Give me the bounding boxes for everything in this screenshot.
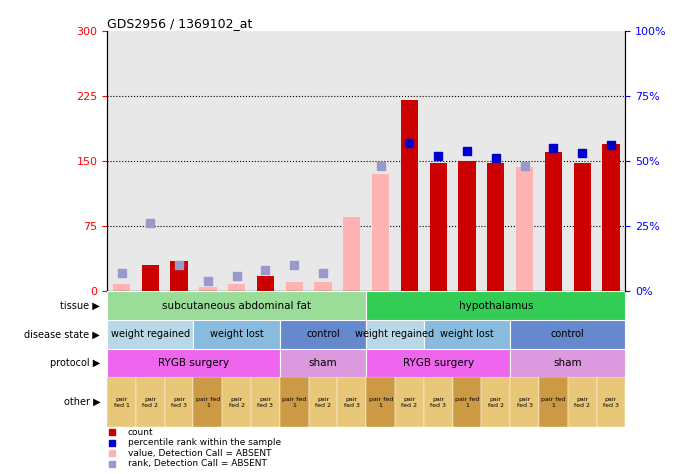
Bar [199,287,216,291]
Text: sham: sham [309,358,337,368]
Text: GDS2956 / 1369102_at: GDS2956 / 1369102_at [107,17,252,30]
Text: pair
fed 2: pair fed 2 [315,397,331,408]
Bar [366,320,424,349]
Bar [372,174,389,291]
Bar [142,265,159,291]
Bar [366,377,395,427]
Text: count: count [128,428,153,437]
Bar [314,283,332,291]
Text: tissue ▶: tissue ▶ [60,301,100,310]
Text: hypothalamus: hypothalamus [459,301,533,310]
Text: pair fed
1: pair fed 1 [282,397,306,408]
Bar [424,320,510,349]
Text: value, Detection Call = ABSENT: value, Detection Call = ABSENT [128,449,272,458]
Text: pair fed
1: pair fed 1 [455,397,479,408]
Text: weight regained: weight regained [355,329,435,339]
Bar [280,320,366,349]
Bar [171,261,188,291]
Bar [510,349,625,377]
Bar [285,283,303,291]
Bar [453,377,482,427]
Bar [574,163,591,291]
Bar [223,377,251,427]
Bar [193,377,223,427]
Text: weight lost: weight lost [440,329,494,339]
Text: pair
fed 3: pair fed 3 [603,397,619,408]
Bar [107,349,280,377]
Text: pair fed
1: pair fed 1 [368,397,392,408]
Text: other ▶: other ▶ [64,397,100,407]
Bar [280,349,366,377]
Bar [136,377,164,427]
Bar [395,377,424,427]
Bar [280,377,309,427]
Text: rank, Detection Call = ABSENT: rank, Detection Call = ABSENT [128,459,267,468]
Bar [458,161,475,291]
Text: control: control [306,329,340,339]
Bar [366,291,625,320]
Bar [257,275,274,291]
Text: subcutaneous abdominal fat: subcutaneous abdominal fat [162,301,311,310]
Bar [251,377,280,427]
Bar [487,163,504,291]
Text: pair fed
1: pair fed 1 [196,397,220,408]
Bar [430,163,447,291]
Text: pair
fed 2: pair fed 2 [229,397,245,408]
Text: pair
fed 3: pair fed 3 [171,397,187,408]
Text: disease state ▶: disease state ▶ [24,329,100,339]
Bar [568,377,596,427]
Text: RYGB surgery: RYGB surgery [403,358,474,368]
Bar [164,377,193,427]
Bar [193,320,280,349]
Bar [510,320,625,349]
Text: control: control [551,329,585,339]
Bar [401,100,418,291]
Bar [482,377,510,427]
Bar [228,284,245,291]
Text: RYGB surgery: RYGB surgery [158,358,229,368]
Text: weight regained: weight regained [111,329,190,339]
Bar [337,377,366,427]
Text: pair
fed 3: pair fed 3 [430,397,446,408]
Text: percentile rank within the sample: percentile rank within the sample [128,438,281,447]
Bar [516,167,533,291]
Bar [603,144,620,291]
Bar [510,377,539,427]
Text: pair
fed 2: pair fed 2 [574,397,590,408]
Text: pair
fed 2: pair fed 2 [401,397,417,408]
Text: pair
fed 3: pair fed 3 [344,397,360,408]
Bar [596,377,625,427]
Text: protocol ▶: protocol ▶ [50,358,100,368]
Bar [107,377,136,427]
Bar [107,291,366,320]
Bar [539,377,568,427]
Text: weight lost: weight lost [210,329,263,339]
Bar [107,320,193,349]
Bar [424,377,453,427]
Bar [113,284,130,291]
Text: pair
fed 3: pair fed 3 [517,397,533,408]
Bar [545,152,562,291]
Bar [309,377,337,427]
Text: pair fed
1: pair fed 1 [541,397,565,408]
Bar [343,218,361,291]
Bar [366,349,510,377]
Text: pair
fed 1: pair fed 1 [113,397,129,408]
Text: sham: sham [553,358,582,368]
Text: pair
fed 3: pair fed 3 [258,397,274,408]
Text: pair
fed 2: pair fed 2 [142,397,158,408]
Text: pair
fed 2: pair fed 2 [488,397,504,408]
Bar [487,163,504,291]
